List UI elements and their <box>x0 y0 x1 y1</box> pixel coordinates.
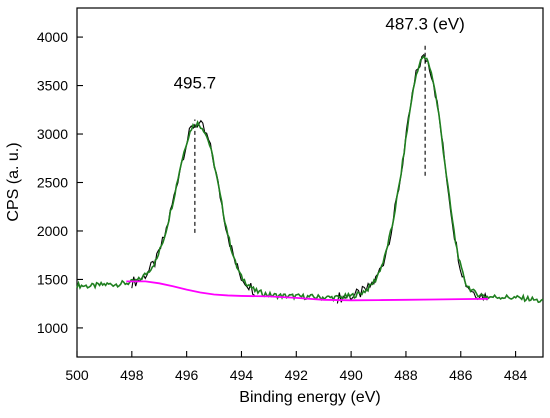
axis-ticks-layer: 500 498 496 494 492 490 488 486 484 1000 1500 2000 2… <box>37 29 528 383</box>
y-tick-label: 1500 <box>37 271 68 287</box>
x-tick-label: 490 <box>339 367 363 383</box>
series-layer <box>76 53 544 304</box>
raw-data-line-1 <box>131 119 255 296</box>
y-tick-label: 2500 <box>37 175 68 191</box>
y-axis-label: CPS (a. u.) <box>5 142 22 221</box>
peak-annotation-1: 495.7 <box>174 73 217 92</box>
x-tick-label: 500 <box>65 367 89 383</box>
y-tick-label: 4000 <box>37 29 68 45</box>
y-tick-label: 1000 <box>37 320 68 336</box>
y-tick-label: 3000 <box>37 126 68 142</box>
x-tick-label: 496 <box>175 367 199 383</box>
y-tick-label: 2000 <box>37 223 68 239</box>
x-tick-label: 494 <box>230 367 254 383</box>
x-tick-label: 486 <box>449 367 473 383</box>
background-line <box>126 280 489 302</box>
annotation-layer: 495.7 487.3 (eV) <box>174 14 465 233</box>
x-axis-label: Binding energy (eV) <box>239 389 380 406</box>
fit-line <box>76 54 544 304</box>
peak-annotation-2: 487.3 (eV) <box>385 14 464 33</box>
plot-frame <box>76 7 544 358</box>
x-tick-label: 484 <box>504 367 528 383</box>
x-tick-label: 498 <box>120 367 144 383</box>
x-tick-label: 488 <box>394 367 418 383</box>
y-tick-label: 3500 <box>37 78 68 94</box>
x-tick-label: 492 <box>285 367 309 383</box>
